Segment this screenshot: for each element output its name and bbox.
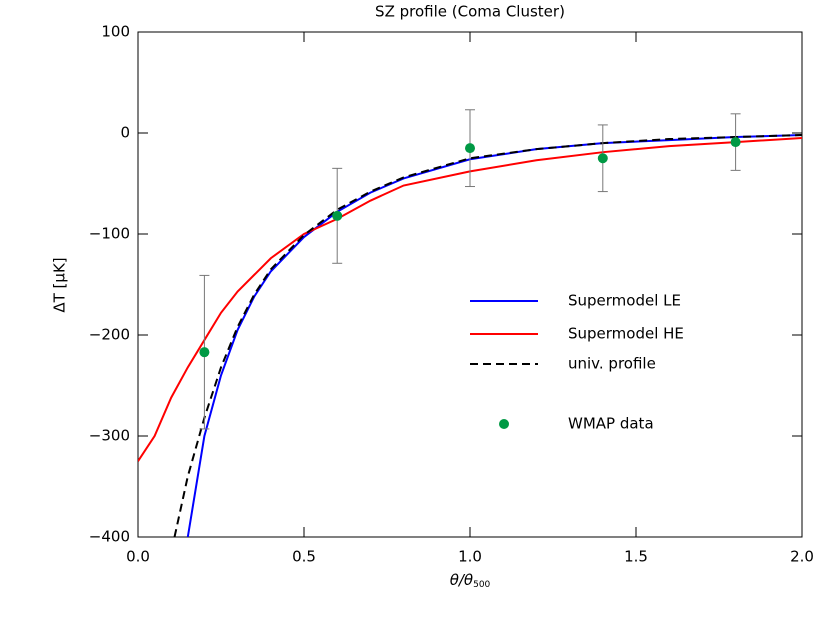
data-point [730,137,741,148]
x-tick-label: 2.0 [790,548,814,566]
x-tick-label: 0.0 [126,548,150,566]
x-tick-label: 0.5 [292,548,316,566]
curve [186,134,802,537]
y-tick-label: 100 [101,23,130,41]
curve [173,134,802,537]
y-tick-label: −300 [89,427,130,445]
curve [138,137,802,462]
y-tick-label: −400 [89,528,130,546]
x-tick-label: 1.0 [458,548,482,566]
legend-label: WMAP data [568,415,654,433]
legend-swatch [499,419,509,429]
plot-area [138,109,802,537]
x-tick-label: 1.5 [624,548,648,566]
plot-frame [137,31,803,538]
y-tick-label: −100 [89,225,130,243]
data-point [332,210,343,221]
y-tick-label: −200 [89,326,130,344]
y-tick-label: 0 [120,124,130,142]
x-axis-label: θ/θ500 [450,571,491,590]
x-label-sub: 500 [473,580,490,590]
chart-title: SZ profile (Coma Cluster) [375,3,565,21]
y-axis-label: ΔT [μK] [51,257,69,312]
legend-label: Supermodel HE [568,325,684,343]
data-point [199,347,210,358]
legend-label: univ. profile [568,355,656,373]
legend-label: Supermodel LE [568,292,681,310]
data-point [465,143,475,154]
x-label-main: θ/θ [450,571,473,589]
data-point [597,153,608,164]
